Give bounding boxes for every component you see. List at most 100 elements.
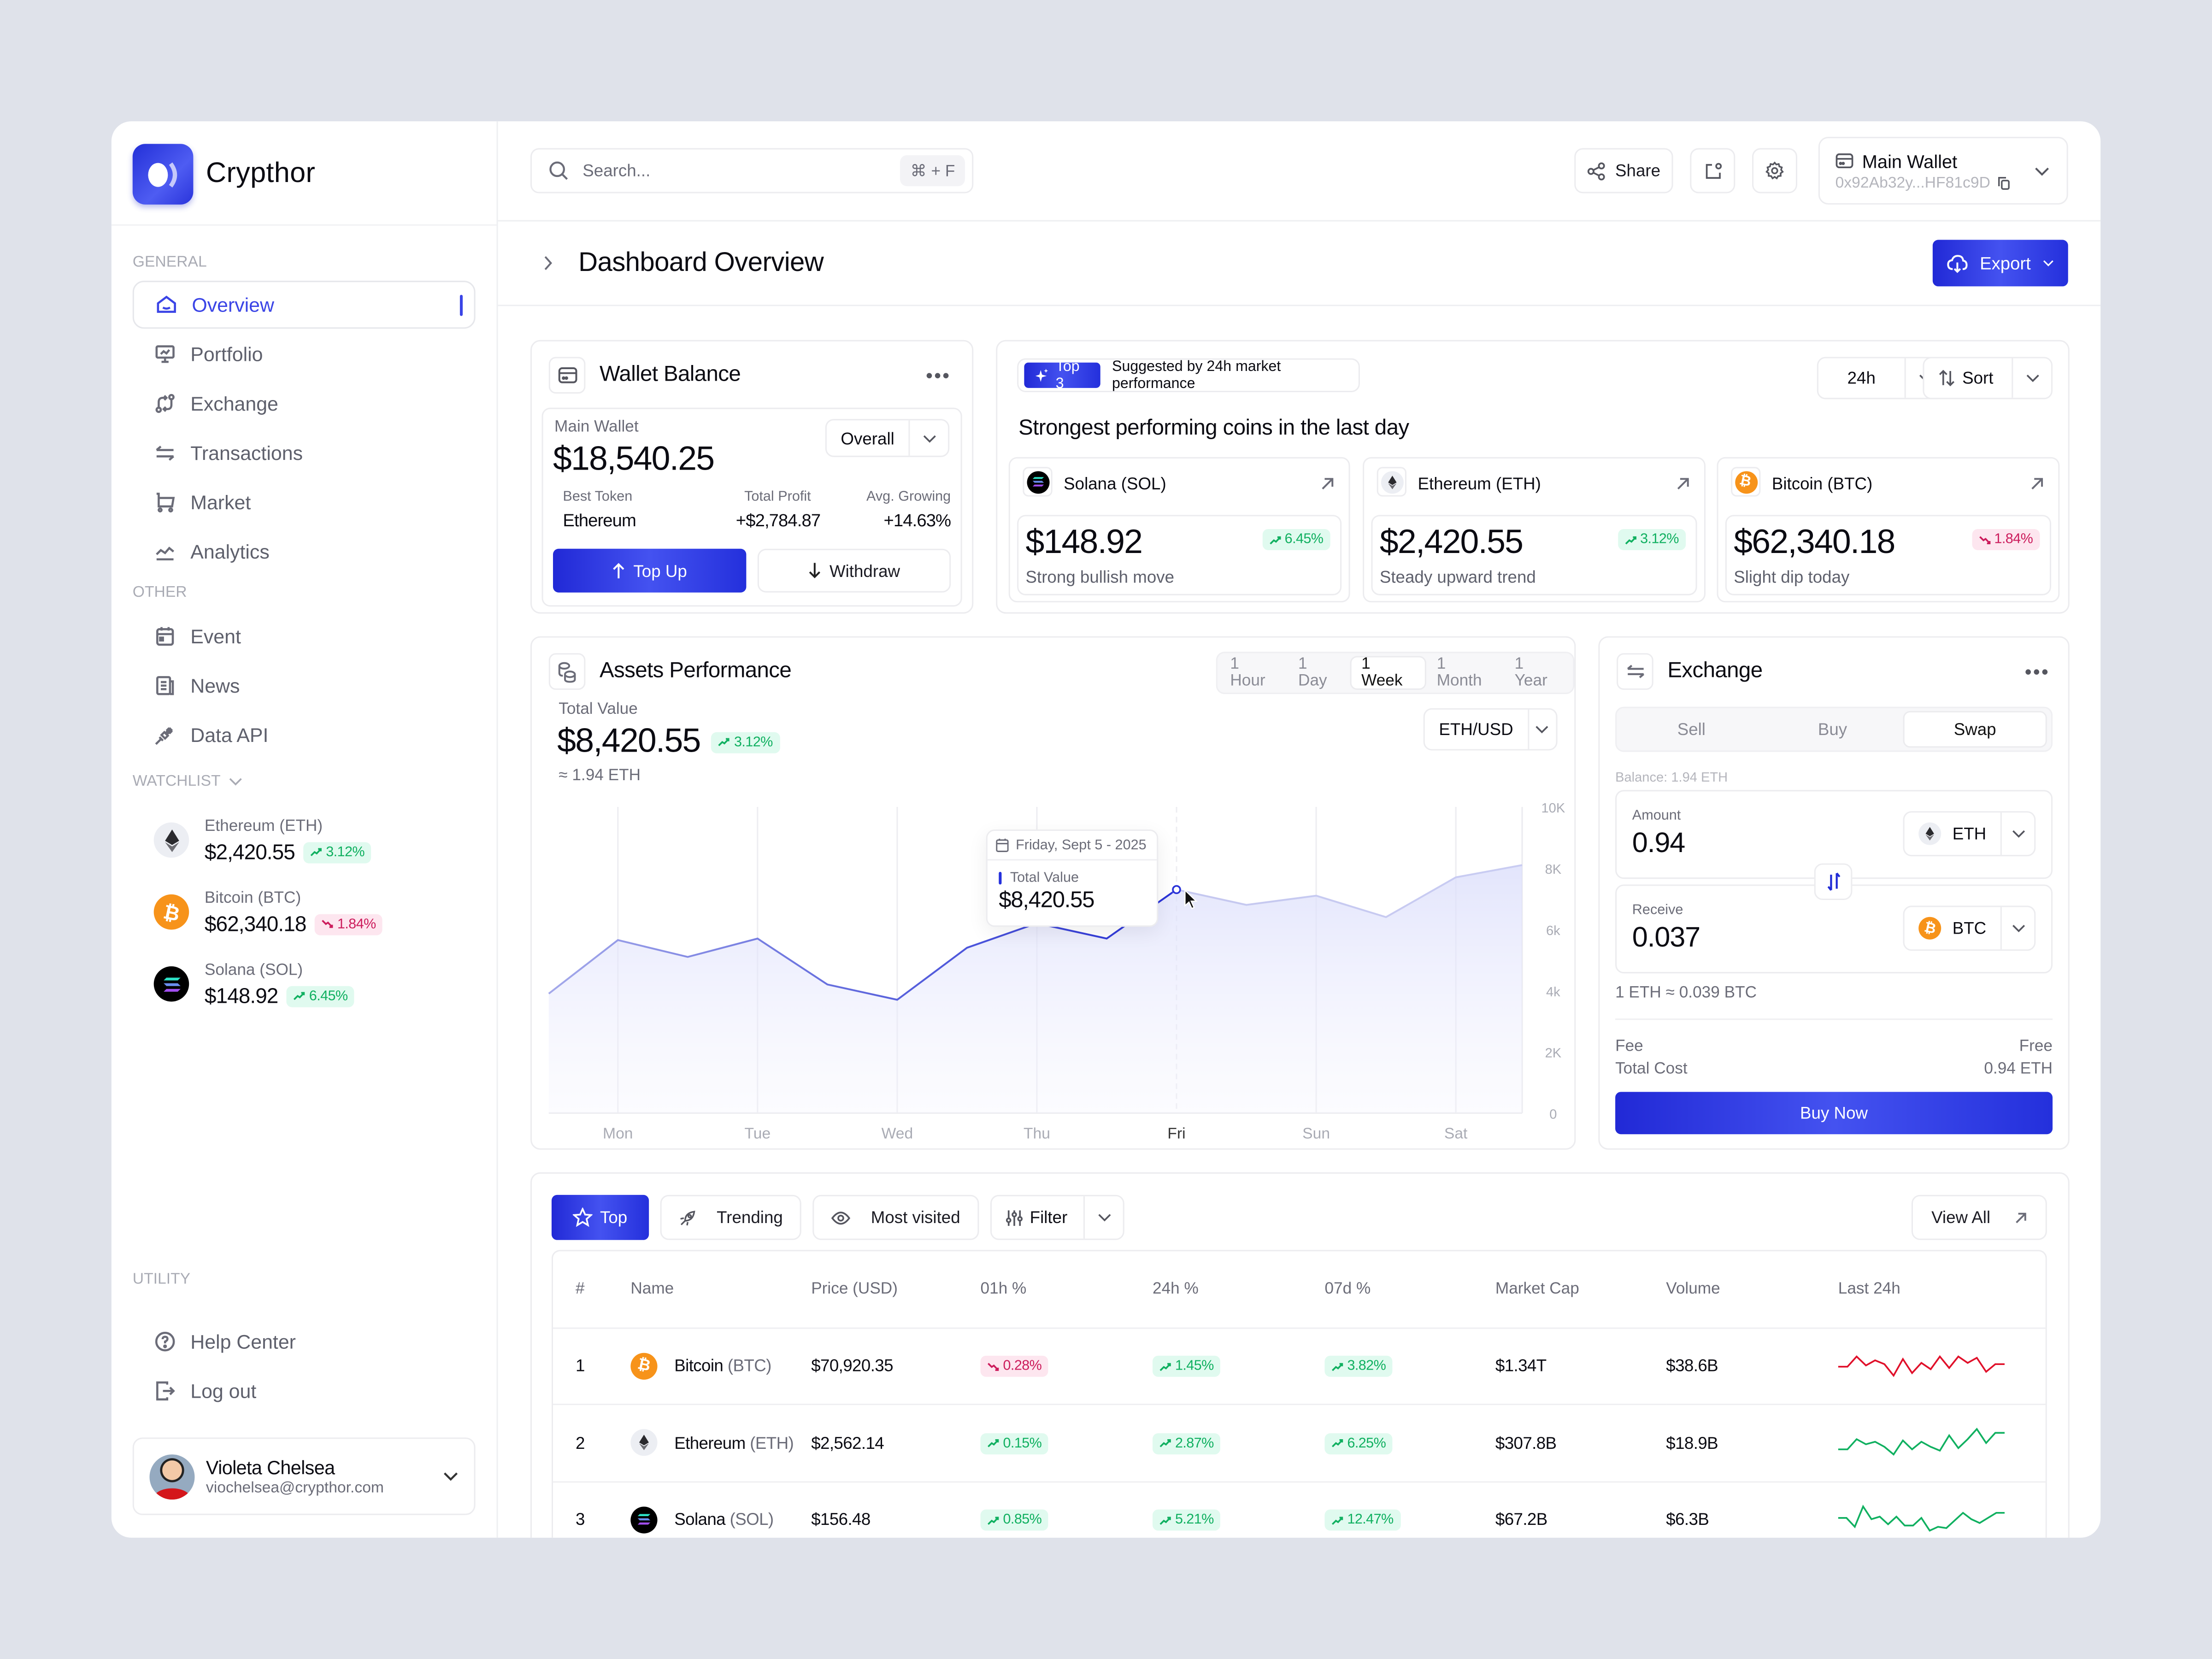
view-all-button[interactable]: View All: [1911, 1194, 2047, 1240]
pair-select[interactable]: ETH/USD: [1423, 708, 1558, 751]
range-tab-1-year[interactable]: 1 Year: [1514, 656, 1547, 690]
amount-value[interactable]: 0.94: [1632, 828, 1686, 859]
top-up-button[interactable]: Top Up: [553, 548, 747, 593]
col-volume: Volume: [1666, 1251, 1838, 1329]
section-label-other: OTHER: [132, 584, 187, 601]
share-button[interactable]: Share: [1574, 148, 1673, 194]
trend-down-icon: [322, 920, 333, 928]
from-token-select[interactable]: ETH: [1903, 811, 2036, 857]
trend-up-icon: [1332, 1516, 1343, 1524]
tab-trending[interactable]: Trending: [660, 1194, 801, 1240]
sidebar-item-help-center[interactable]: Help Center: [133, 1316, 476, 1365]
volume: $18.9B: [1666, 1404, 1838, 1482]
table-row[interactable]: 1 ₿ Bitcoin (BTC) $70,920.35 0.28% 1.45% …: [553, 1327, 2046, 1405]
arrow-up-right-icon[interactable]: [2030, 477, 2044, 491]
sidebar-item-overview[interactable]: Overview: [132, 281, 476, 329]
range-tab-1-hour[interactable]: 1 Hour: [1230, 656, 1265, 690]
tab-most-visited[interactable]: Most visited: [812, 1194, 979, 1240]
coin-name: Bitcoin (BTC): [674, 1356, 771, 1376]
cloud-download-icon: [1947, 254, 1968, 272]
svg-text:0: 0: [1549, 1107, 1557, 1122]
svg-text:Tue: Tue: [744, 1125, 771, 1142]
coin-name: Solana (SOL): [1064, 474, 1166, 494]
tooltip-label: Total Value: [1010, 870, 1079, 886]
receive-label: Receive: [1632, 903, 1683, 918]
coin-card-eth[interactable]: Ethereum (ETH) $2,420.55 3.12% Steady up…: [1363, 457, 1706, 603]
wallet-selector[interactable]: Main Wallet 0x92Ab32y...HF81c9D: [1818, 136, 2068, 205]
sidebar-item-data-api[interactable]: Data API: [133, 710, 476, 759]
sort-arrows-icon: [1939, 370, 1955, 387]
sidebar-item-label: Analytics: [190, 539, 270, 562]
filter-select[interactable]: Filter: [990, 1194, 1124, 1240]
chevron-right-icon[interactable]: [543, 255, 553, 271]
sidebar-item-portfolio[interactable]: Portfolio: [133, 329, 476, 378]
chevron-down-icon: [1527, 709, 1556, 749]
swap-direction-button[interactable]: [1814, 863, 1853, 900]
watchlist-item-sol[interactable]: Solana (SOL) $148.92 6.45%: [133, 948, 476, 1020]
more-options-icon[interactable]: •••: [2024, 660, 2050, 683]
trend-down-icon: [1978, 535, 1990, 544]
tab-swap[interactable]: Swap: [1903, 711, 2047, 748]
coin-name: Solana (SOL): [674, 1510, 774, 1530]
arrow-up-right-icon[interactable]: [1320, 477, 1335, 491]
arrow-up-right-icon[interactable]: [1676, 477, 1690, 491]
from-token: ETH: [1952, 824, 1987, 844]
coin-card-btc[interactable]: ₿ Bitcoin (BTC) $62,340.18 1.84% Slight …: [1717, 457, 2060, 603]
range-tab-1-day[interactable]: 1 Day: [1298, 656, 1327, 690]
exchange-arrows-icon: [155, 393, 175, 412]
table-row[interactable]: 2 Ethereum (ETH) $2,562.14 0.15% 2.87% 6…: [553, 1404, 2046, 1482]
nav-general: Overview Portfolio Exchange Transactions…: [112, 281, 497, 576]
tab-top[interactable]: Top: [551, 1194, 649, 1240]
watchlist-item-btc[interactable]: ₿ Bitcoin (BTC) $62,340.18 1.84%: [133, 876, 476, 948]
bitcoin-icon: ₿: [1734, 470, 1757, 493]
coin-stats: $2,420.55 3.12% Steady upward trend: [1371, 515, 1697, 595]
market-table: # Name Price (USD) 01h % 24h % 07d % Mar…: [553, 1251, 2046, 1538]
withdraw-button[interactable]: Withdraw: [757, 548, 951, 593]
sidebar-item-exchange[interactable]: Exchange: [133, 378, 476, 427]
table-row[interactable]: 3 Solana (SOL) $156.48 0.85% 5.21% 12.47…: [553, 1481, 2046, 1538]
buy-now-button[interactable]: Buy Now: [1615, 1092, 2053, 1135]
assets-performance-card: Assets Performance 1 Hour 1 Day 1 Week 1…: [530, 636, 1576, 1150]
sidebar-item-log-out[interactable]: Log out: [133, 1365, 476, 1415]
settings-button[interactable]: [1752, 148, 1797, 194]
user-menu[interactable]: Violeta Chelsea viochelsea@crypthor.com: [132, 1437, 476, 1515]
amount-field[interactable]: Amount 0.94 ETH: [1615, 790, 2053, 879]
sidebar: Crypthor GENERAL Overview Portfolio Exch…: [111, 121, 498, 1538]
tab-buy[interactable]: Buy: [1818, 719, 1847, 740]
watchlist-item-eth[interactable]: Ethereum (ETH) $2,420.55 3.12%: [133, 804, 476, 876]
search-input[interactable]: Search... ⌘ + F: [530, 148, 974, 194]
ethereum-icon: [1918, 822, 1941, 845]
pair-value: ETH/USD: [1439, 719, 1513, 740]
sidebar-item-market[interactable]: Market: [133, 477, 476, 526]
tooltip-date: Friday, Sept 5 - 2025: [1016, 837, 1147, 853]
sidebar-item-event[interactable]: Event: [133, 611, 476, 660]
sort-select[interactable]: Sort: [1923, 357, 2053, 400]
solana-icon: [630, 1506, 658, 1533]
tab-sell[interactable]: Sell: [1677, 719, 1706, 740]
sidebar-item-transactions[interactable]: Transactions: [133, 428, 476, 477]
sidebar-item-analytics[interactable]: Analytics: [133, 526, 476, 576]
svg-text:2K: 2K: [1545, 1046, 1562, 1061]
to-token-select[interactable]: ₿ BTC: [1903, 906, 2036, 951]
copy-icon[interactable]: [1997, 176, 2010, 190]
top-coins-card: Top 3 Suggested by 24h market performanc…: [996, 340, 2070, 614]
assets-line-chart[interactable]: Mon Tue Wed Thu Fri Sun Sat 0 2K 4k 6k 8K 10K: [532, 786, 1577, 1146]
sidebar-item-news[interactable]: News: [133, 660, 476, 710]
nav-utility: Help Center Log out: [112, 1316, 497, 1415]
section-label-watchlist: WATCHLIST: [132, 773, 221, 790]
coin-price: $2,420.55: [1379, 523, 1524, 562]
export-button[interactable]: Export: [1932, 240, 2068, 287]
more-options-icon[interactable]: •••: [926, 364, 951, 387]
svg-text:Sat: Sat: [1444, 1125, 1468, 1142]
coins-stack-icon: [548, 653, 586, 690]
notifications-button[interactable]: [1690, 148, 1735, 194]
sort-label: Sort: [1924, 359, 2012, 398]
range-tab-1-week[interactable]: 1 Week: [1350, 656, 1427, 690]
topbar: Search... ⌘ + F Share Main Wallet: [498, 121, 2101, 222]
top-badge-note: Suggested by 24h market performance: [1112, 358, 1281, 393]
coin-card-sol[interactable]: Solana (SOL) $148.92 6.45% Strong bullis…: [1008, 457, 1350, 603]
range-tab-1-month[interactable]: 1 Month: [1436, 656, 1482, 690]
period-select[interactable]: Overall: [825, 419, 950, 457]
watchlist-toggle[interactable]: WATCHLIST: [112, 773, 497, 790]
arrow-up-right-icon: [2015, 1212, 2026, 1223]
